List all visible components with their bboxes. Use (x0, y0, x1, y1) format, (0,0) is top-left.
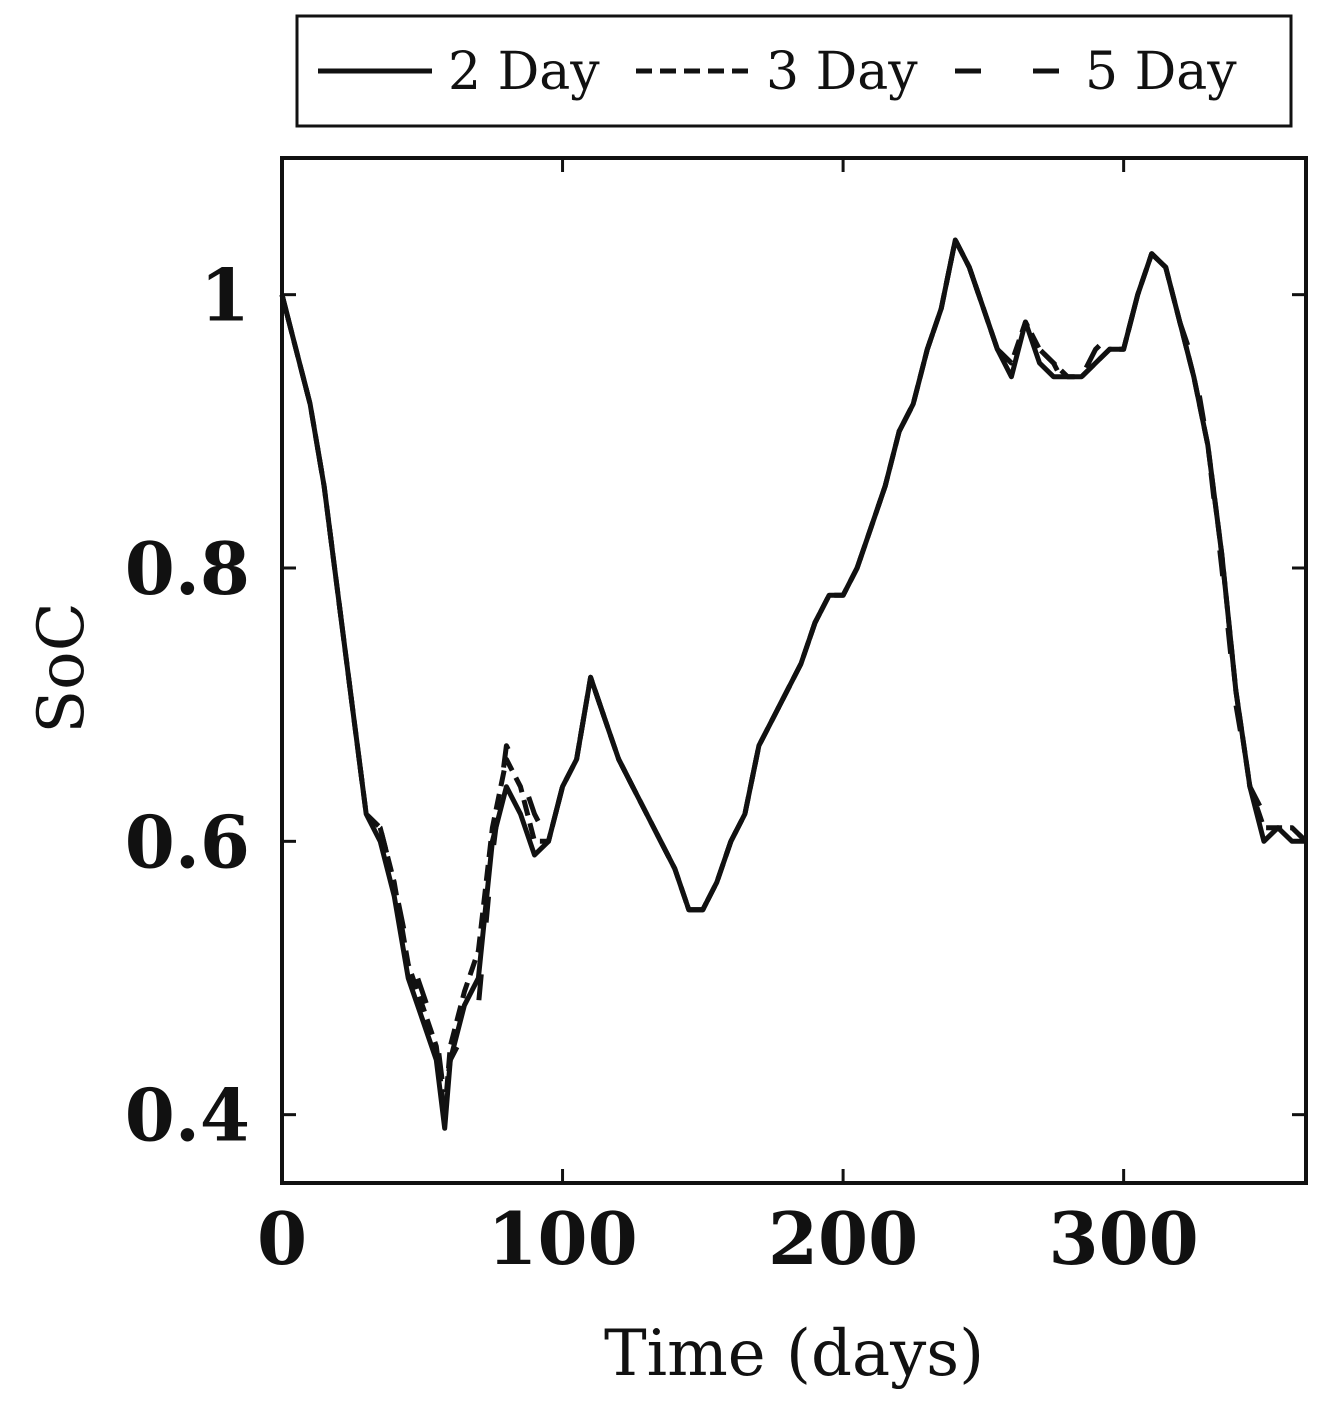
x-axis-title: Time (days) (604, 1317, 984, 1391)
x-tick-label: 200 (768, 1196, 918, 1281)
series-line-2-day (279, 237, 1306, 1131)
y-tick-label: 0.4 (125, 1073, 250, 1158)
y-tick-label: 0.8 (125, 526, 250, 611)
legend-label-2-day: 2 Day (448, 42, 600, 102)
x-tick-label: 0 (257, 1196, 307, 1281)
legend-label-3-day: 3 Day (766, 42, 918, 102)
y-tick-label: 1 (200, 253, 250, 338)
x-tick-label: 300 (1048, 1196, 1198, 1281)
series-lines (279, 237, 1308, 1131)
axis-ticks (280, 158, 1306, 1183)
plot-frame (280, 156, 1308, 1185)
axis-tick-labels: 0 100 200 300 0.4 0.6 0.8 1 (125, 253, 1199, 1281)
x-tick-label: 100 (487, 1196, 637, 1281)
series-line-5-day (279, 237, 1308, 1104)
legend-box (295, 14, 1293, 128)
y-tick-label: 0.6 (125, 799, 250, 884)
series-line-3-day (279, 237, 1308, 1118)
legend: 2 Day 3 Day 5 Day (295, 14, 1293, 128)
legend-label-5-day: 5 Day (1085, 42, 1237, 102)
y-axis-title: SoC (25, 602, 99, 733)
